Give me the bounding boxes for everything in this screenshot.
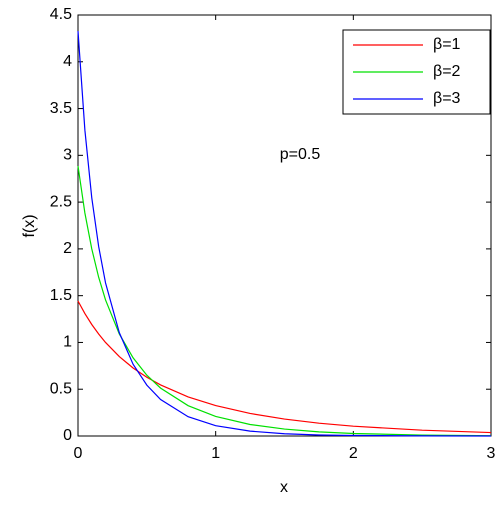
line: [77, 166, 492, 437]
x-axis-label: x: [280, 479, 288, 496]
legend-label: β=3: [433, 90, 461, 107]
x-tick-label: 0: [74, 445, 83, 462]
y-tick-label: 1: [63, 334, 72, 351]
y-tick-label: 0: [63, 427, 72, 444]
annotation: p=0.5: [280, 146, 321, 163]
y-axis-label: f(x): [21, 214, 38, 237]
y-tick-label: 4.5: [50, 6, 72, 23]
legend-label: β=1: [433, 36, 461, 53]
y-tick-label: 3: [63, 147, 72, 164]
x-tick-label: 2: [349, 445, 358, 462]
x-tick-label: 1: [211, 445, 220, 462]
y-tick-label: 2.5: [50, 193, 72, 210]
x-tick-label: 3: [487, 445, 496, 462]
plot-frame: [77, 14, 492, 437]
line: [77, 31, 492, 437]
y-tick-label: 3.5: [50, 100, 72, 117]
line: [77, 300, 492, 434]
y-tick-label: 0.5: [50, 380, 72, 397]
legend-label: β=2: [433, 63, 461, 80]
y-tick-label: 4: [63, 53, 72, 70]
y-tick-label: 2: [63, 240, 72, 257]
y-tick-label: 1.5: [50, 287, 72, 304]
